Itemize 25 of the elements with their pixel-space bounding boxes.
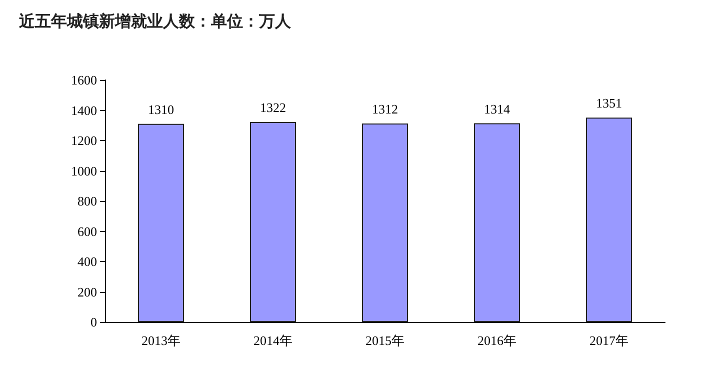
- data-label: 1351: [596, 96, 622, 111]
- x-tick-label: 2014年: [254, 333, 292, 348]
- data-label: 1312: [372, 102, 398, 117]
- y-tick-label: 1400: [71, 102, 97, 118]
- data-label: 1322: [260, 100, 286, 116]
- bar: [250, 122, 296, 322]
- x-tick-label: 2013年: [142, 333, 180, 348]
- x-tick-label: 2015年: [366, 333, 404, 348]
- chart-title: 近五年城镇新增就业人数：单位：万人: [18, 12, 292, 30]
- x-tick-label: 2016年: [478, 333, 516, 348]
- y-tick-label: 600: [78, 224, 97, 239]
- bar: [362, 124, 408, 322]
- x-tick-label: 2017年: [590, 333, 628, 348]
- y-tick-label: 800: [78, 194, 97, 208]
- y-tick-label: 1000: [71, 163, 97, 178]
- bar: [138, 124, 184, 322]
- bar: [586, 118, 632, 322]
- bar: [474, 123, 520, 322]
- data-label: 1310: [148, 102, 174, 117]
- y-tick-label: 400: [78, 254, 97, 269]
- y-tick-label: 0: [90, 314, 97, 330]
- y-tick-label: 1200: [71, 133, 97, 148]
- y-tick-label: 200: [78, 284, 97, 300]
- y-tick-label: 1600: [71, 72, 97, 88]
- data-label: 1314: [484, 101, 510, 116]
